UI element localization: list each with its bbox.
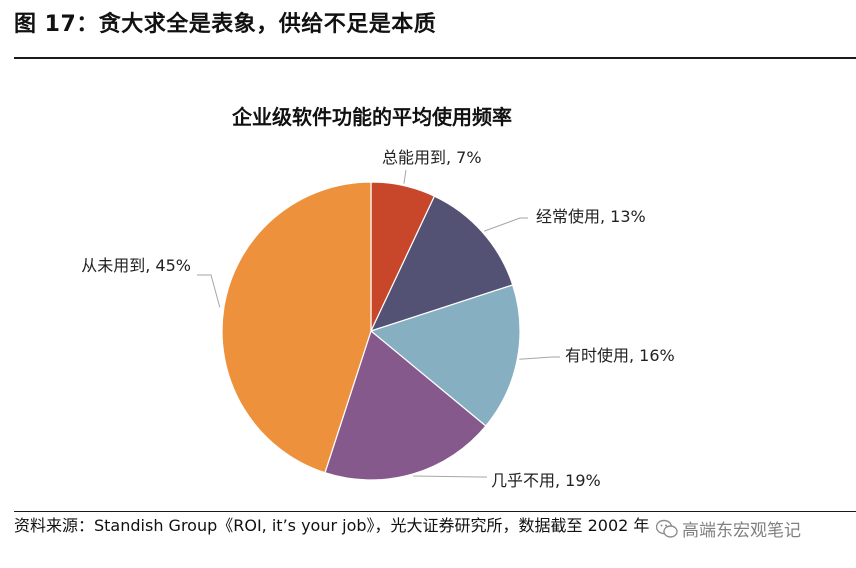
pie-slice-5: [221, 181, 372, 474]
watermark-text: 高端东宏观笔记: [682, 521, 801, 541]
figure-title: 图 17：贪大求全是表象，供给不足是本质: [14, 12, 437, 37]
slice-label-1: 总能用到, 7%: [382, 148, 482, 167]
slice-labels: 总能用到, 7% 经常使用, 13% 有时使用, 16% 几乎不用, 19% 从未用到,…: [81, 148, 675, 490]
slice-label-3: 有时使用, 16%: [565, 346, 675, 365]
leader-line-3: [519, 356, 560, 360]
leader-line-5: [197, 274, 221, 308]
slice-label-4: 几乎不用, 19%: [491, 471, 601, 490]
slice-label-2: 经常使用, 13%: [536, 207, 646, 226]
leader-line-1: [403, 169, 407, 184]
pie-slice-4: [324, 329, 487, 481]
leader-lines: [197, 169, 560, 478]
leader-line-4: [413, 475, 487, 478]
source-rule: [14, 511, 856, 512]
watermark: 高端东宏观笔记: [656, 516, 801, 541]
leader-line-2: [484, 217, 528, 232]
pie-slice-3: [369, 284, 521, 427]
wechat-icon: [656, 519, 678, 538]
chart-title: 企业级软件功能的平均使用频率: [231, 105, 512, 129]
pie-slice-2: [369, 195, 514, 332]
title-rule: [14, 57, 856, 59]
source-note: 资料来源：Standish Group《ROI, it’s your job》，…: [14, 516, 650, 535]
slice-label-5: 从未用到, 45%: [81, 256, 191, 275]
pie-slices: [221, 181, 521, 481]
